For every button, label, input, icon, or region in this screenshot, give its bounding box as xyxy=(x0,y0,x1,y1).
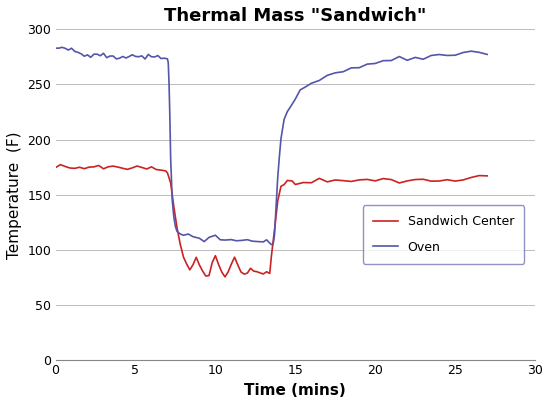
Sandwich Center xyxy=(420,177,426,182)
Sandwich Center xyxy=(144,166,150,171)
Y-axis label: Temperature  (F): Temperature (F) xyxy=(7,131,22,258)
Sandwich Center xyxy=(222,275,228,279)
Oven xyxy=(263,237,270,242)
Oven xyxy=(484,52,491,57)
Sandwich Center xyxy=(238,270,244,275)
Oven xyxy=(268,242,274,247)
Sandwich Center xyxy=(110,164,117,168)
Legend: Sandwich Center, Oven: Sandwich Center, Oven xyxy=(362,205,524,264)
Oven xyxy=(59,45,65,50)
Sandwich Center xyxy=(57,162,64,167)
Oven xyxy=(78,51,84,56)
Sandwich Center xyxy=(100,166,107,171)
Sandwich Center xyxy=(52,165,59,170)
Sandwich Center xyxy=(484,173,491,178)
Oven xyxy=(190,234,196,239)
Line: Oven: Oven xyxy=(56,47,487,245)
Oven xyxy=(52,46,59,51)
Oven xyxy=(135,54,142,59)
Line: Sandwich Center: Sandwich Center xyxy=(56,164,487,277)
Title: Thermal Mass "Sandwich": Thermal Mass "Sandwich" xyxy=(164,7,426,25)
Oven xyxy=(281,117,288,122)
X-axis label: Time (mins): Time (mins) xyxy=(244,383,346,398)
Oven xyxy=(301,85,308,90)
Sandwich Center xyxy=(199,269,206,273)
